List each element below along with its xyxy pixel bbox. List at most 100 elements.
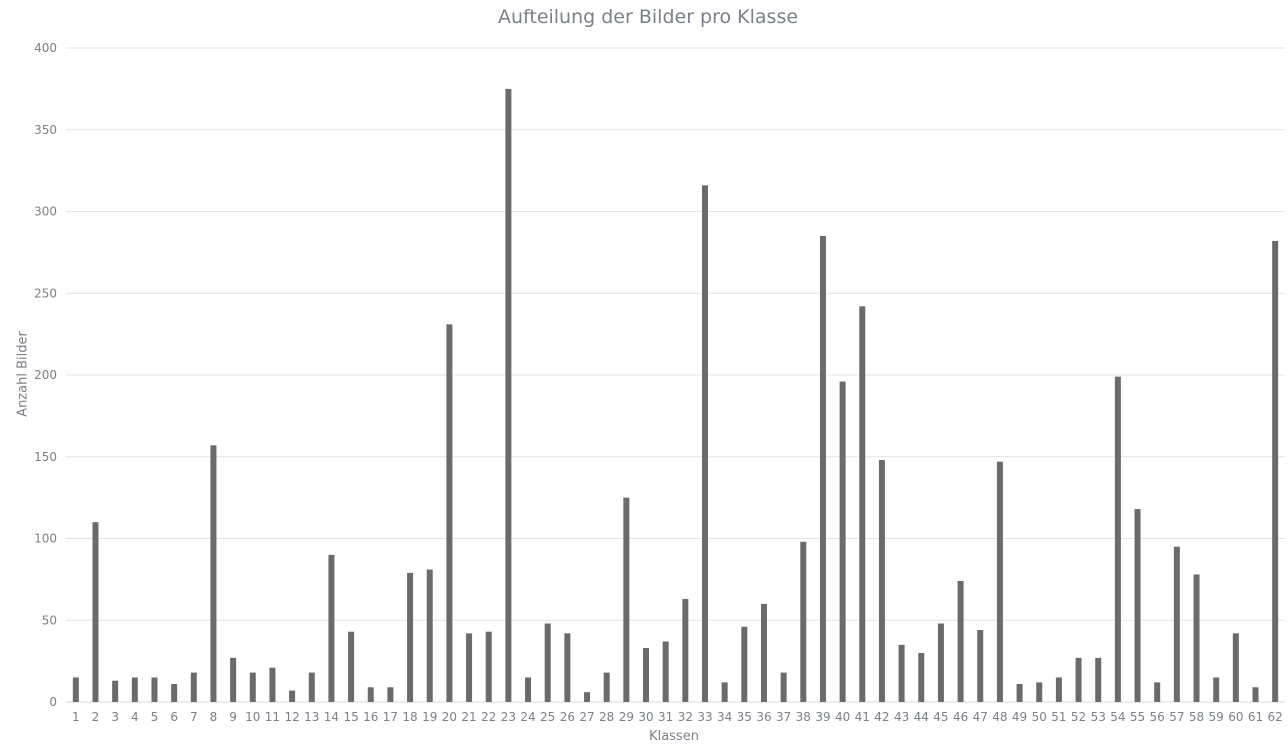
x-tick-label: 47: [973, 710, 988, 724]
y-tick-label: 300: [34, 205, 57, 219]
bar: [1134, 509, 1141, 702]
y-tick-label: 350: [34, 123, 57, 137]
x-tick-label: 10: [245, 710, 260, 724]
bar: [446, 324, 453, 702]
y-tick-label: 400: [34, 41, 57, 55]
x-tick-label: 21: [461, 710, 476, 724]
x-tick-label: 15: [343, 710, 358, 724]
x-tick-label: 40: [835, 710, 850, 724]
x-tick-label: 43: [894, 710, 909, 724]
x-tick-label: 46: [953, 710, 968, 724]
y-tick-label: 50: [42, 613, 57, 627]
bar: [996, 461, 1003, 702]
x-tick-label: 55: [1130, 710, 1145, 724]
x-tick-label: 48: [992, 710, 1007, 724]
x-tick-label: 3: [111, 710, 119, 724]
x-tick-label: 29: [619, 710, 634, 724]
bar: [800, 541, 807, 702]
bar: [721, 682, 728, 702]
x-tick-label: 31: [658, 710, 673, 724]
x-tick-label: 50: [1032, 710, 1047, 724]
x-tick-label: 27: [579, 710, 594, 724]
x-tick-label: 37: [776, 710, 791, 724]
bar: [643, 648, 650, 702]
bar: [485, 631, 492, 702]
bar: [1232, 633, 1239, 702]
bar: [151, 677, 158, 702]
x-tick-label: 20: [442, 710, 457, 724]
bar: [898, 644, 905, 702]
bar: [878, 460, 885, 702]
y-tick-label: 250: [34, 286, 57, 300]
x-tick-label: 62: [1268, 710, 1283, 724]
bar: [210, 445, 217, 702]
x-tick-label: 18: [402, 710, 417, 724]
x-tick-label: 61: [1248, 710, 1263, 724]
x-tick-label: 11: [265, 710, 280, 724]
x-tick-label: 39: [815, 710, 830, 724]
bar: [367, 687, 374, 702]
bar: [72, 677, 79, 702]
bar: [839, 381, 846, 702]
x-tick-label: 19: [422, 710, 437, 724]
bar: [269, 667, 276, 702]
x-tick-label: 51: [1051, 710, 1066, 724]
x-tick-label: 8: [210, 710, 218, 724]
bar: [918, 652, 925, 702]
bar: [859, 306, 866, 702]
bar: [387, 687, 394, 702]
bar: [701, 185, 708, 703]
bar: [741, 626, 748, 702]
x-tick-label: 30: [638, 710, 653, 724]
x-tick-label: 2: [92, 710, 100, 724]
bar: [328, 554, 335, 702]
x-tick-label: 60: [1228, 710, 1243, 724]
bar: [1036, 682, 1043, 702]
x-tick-label: 12: [284, 710, 299, 724]
x-tick-label: 22: [481, 710, 496, 724]
y-axis-label: Anzahl Bilder: [15, 331, 31, 417]
bar: [466, 633, 473, 702]
bar: [348, 631, 355, 702]
x-tick-label: 59: [1209, 710, 1224, 724]
bar: [289, 690, 296, 702]
x-tick-label: 32: [678, 710, 693, 724]
x-tick-label: 16: [363, 710, 378, 724]
bar: [92, 522, 99, 702]
bar: [190, 672, 197, 702]
bar: [505, 88, 512, 702]
bar: [131, 677, 138, 702]
x-tick-label: 23: [501, 710, 516, 724]
x-tick-label: 52: [1071, 710, 1086, 724]
bar: [564, 633, 571, 702]
y-tick-label: 150: [34, 450, 57, 464]
bar: [682, 598, 689, 702]
bar: [937, 623, 944, 702]
bar: [308, 672, 315, 702]
x-tick-label: 41: [855, 710, 870, 724]
bar: [780, 672, 787, 702]
x-tick-label: 58: [1189, 710, 1204, 724]
x-tick-label: 57: [1169, 710, 1184, 724]
x-tick-label: 49: [1012, 710, 1027, 724]
x-tick-label: 35: [737, 710, 752, 724]
bar: [171, 684, 178, 702]
y-tick-label: 0: [49, 695, 57, 709]
x-tick-label: 38: [796, 710, 811, 724]
x-tick-label: 45: [933, 710, 948, 724]
bar: [1154, 682, 1161, 702]
bar: [957, 581, 964, 702]
x-tick-label: 1: [72, 710, 80, 724]
x-tick-label: 4: [131, 710, 139, 724]
x-tick-label: 26: [560, 710, 575, 724]
y-tick-label: 100: [34, 532, 57, 546]
x-tick-label: 13: [304, 710, 319, 724]
x-tick-label: 25: [540, 710, 555, 724]
bar: [544, 623, 551, 702]
x-tick-label: 14: [324, 710, 339, 724]
bar: [249, 672, 256, 702]
chart-title: Aufteilung der Bilder pro Klasse: [497, 6, 799, 28]
bar: [407, 572, 414, 702]
